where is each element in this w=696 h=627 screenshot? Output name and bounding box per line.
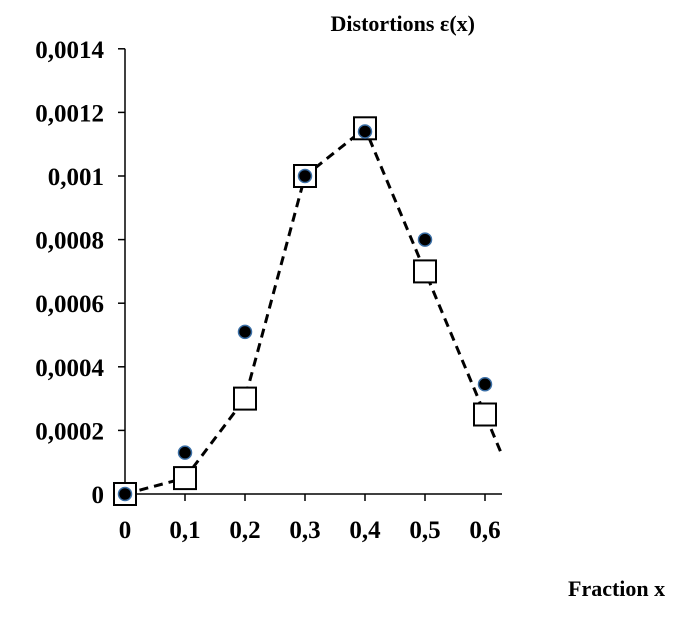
y-tick-label: 0,0008 [35, 228, 104, 255]
circle-marker [357, 124, 373, 139]
circle-marker [177, 445, 193, 460]
x-tick-label: 0,1 [169, 517, 200, 544]
x-tick-label: 0,3 [289, 517, 320, 544]
y-tick-label: 0,0004 [35, 355, 104, 382]
x-tick-label: 0,5 [409, 517, 440, 544]
y-tick-label: 0,001 [48, 164, 104, 191]
circle-marker [237, 324, 253, 340]
chart-title: Distortions ε(x) [331, 11, 475, 36]
square-marker [413, 259, 437, 284]
circle-marker [297, 168, 313, 184]
y-tick-label: 0,0014 [35, 37, 104, 64]
x-tick-label: 0,2 [229, 517, 260, 544]
y-tick-label: 0,0002 [35, 418, 104, 445]
x-tick-label: 0,4 [349, 517, 381, 544]
square-marker [233, 386, 257, 411]
y-tick-label: 0 [92, 482, 105, 509]
circle-marker [477, 377, 493, 392]
y-tick-label: 0,0006 [35, 291, 104, 318]
square-marker [173, 466, 197, 491]
series-squares-line [124, 125, 504, 496]
circle-marker [117, 486, 133, 502]
x-tick-label: 0 [119, 517, 132, 544]
circle-marker [417, 232, 433, 247]
y-tick-label: 0,0012 [35, 100, 104, 127]
x-tick-label: 0,6 [469, 517, 500, 544]
square-marker [473, 402, 497, 427]
x-axis-label: Fraction x [568, 576, 665, 601]
plot-area: 0 0,0002 0,0004 0,0006 0,0008 0,001 0,0012 0,00… [35, 37, 504, 544]
